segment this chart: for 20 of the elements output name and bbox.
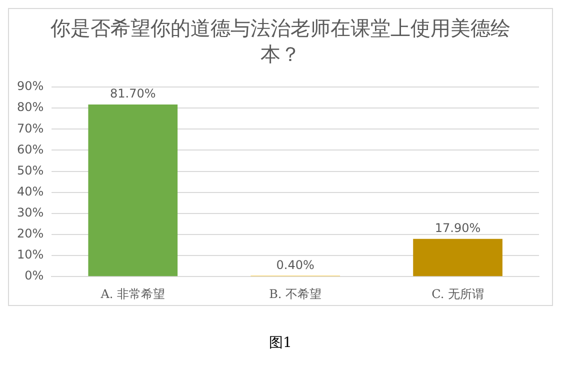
- bar: [413, 238, 502, 276]
- y-tick-label: 60%: [17, 142, 44, 156]
- y-tick-label: 0%: [24, 268, 44, 283]
- y-tick-label: 10%: [17, 248, 44, 262]
- bar: [88, 104, 178, 276]
- y-tick-label: 50%: [17, 163, 44, 178]
- y-tick-label: 90%: [17, 79, 44, 94]
- data-label: 81.70%: [110, 86, 156, 101]
- caption: 图1: [268, 334, 293, 352]
- y-tick-label: 40%: [17, 184, 44, 198]
- data-label: 17.90%: [434, 221, 481, 236]
- y-tick-label: 80%: [17, 100, 44, 114]
- chart-title: 你是否希望你的道德与法治老师在课堂上使用美德绘本？: [50, 15, 512, 67]
- x-tick-label: A. 非常希望: [100, 286, 166, 301]
- x-tick-label: C. 无所谓: [432, 286, 484, 301]
- x-tick-label: B. 不希望: [269, 286, 322, 301]
- y-tick-label: 70%: [17, 121, 44, 136]
- data-label: 0.40%: [276, 258, 314, 272]
- y-tick-label: 20%: [17, 226, 44, 241]
- y-tick-label: 30%: [17, 206, 44, 220]
